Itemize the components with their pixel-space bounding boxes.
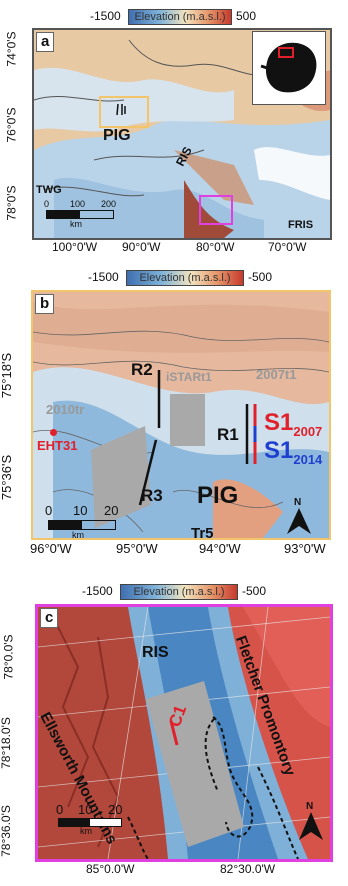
lon-tick-b-96: 96°0'W [30,541,72,556]
lat-tick-c-3: 78°36.0'S [0,805,13,857]
lat-tick-a-76: 76°0'S [4,107,19,143]
scalebar-a-100: 100 [70,199,86,209]
lon-tick-c-82: 82°30.0'W [220,862,276,876]
scalebar-b-0: 0 [45,503,53,518]
ris-label-c: RIS [142,644,169,661]
colorbar-c-max: -500 [242,584,267,598]
scalebar-b [48,520,116,530]
colorbar-a-max: 500 [236,9,257,23]
colorbar-b-max: -500 [248,270,273,284]
panel-c-map [35,604,333,862]
lon-tick-a-90: 90°0'W [122,240,161,254]
colorbar-b-min: -1500 [88,270,119,284]
pig-label-a: PIG [103,127,131,144]
colorbar-c-label: Elevation (m.a.s.l.) [133,586,225,598]
colorbar-a-min: -1500 [90,9,121,23]
lat-tick-c-1: 78°0.0'S [1,634,16,680]
fris-label-a: FRIS [288,219,314,231]
panel-b-map [31,290,331,540]
s1-2007-year: 2007 [293,423,323,439]
tr2007-label: 2007t1 [256,367,297,382]
scalebar-b-10: 10 [73,503,88,518]
lat-tick-b-2: 75°36'S [0,454,15,501]
colorbar-a: Elevation (m.a.s.l.) [128,9,232,25]
istar-label: iSTARt1 [166,370,212,384]
ris-box-a [199,195,233,225]
s1-2014-year: 2014 [293,451,323,467]
scalebar-a-200: 200 [101,199,117,209]
pig-flowlines-a [116,103,126,116]
s1-2014-text: S1 [264,437,294,464]
eht31-label: EHT31 [37,438,78,453]
colorbar-b: Elevation (m.a.s.l.) [126,270,244,286]
pig-box-a [99,96,149,128]
tr5-label: Tr5 [191,525,214,542]
eht31-point [50,429,57,436]
panel-c-terrain [38,607,330,859]
lon-tick-b-94: 94°0'W [199,541,241,556]
lon-tick-a-80: 80°0'W [196,240,235,254]
r2-label: R2 [131,360,153,379]
panel-b-terrain [33,292,329,538]
north-arrow-icon-b [287,508,311,534]
twg-label-a: TWG [36,184,62,196]
north-arrow-icon-c [299,812,323,840]
scalebar-a-unit: km [70,219,82,229]
scalebar-b-unit: km [72,530,84,540]
colorbar-c: Elevation (m.a.s.l.) [120,584,238,600]
scalebar-c-unit: km [80,826,92,836]
lat-tick-c-2: 78°18.0'S [0,717,13,769]
lon-tick-a-100: 100°0'W [52,240,98,254]
scalebar-a [46,210,114,219]
panel-a-letter: a [36,32,55,52]
scalebar-c [58,818,122,827]
lon-tick-b-95: 95°0'W [116,541,158,556]
scalebar-a-0: 0 [44,199,50,209]
scalebar-c-20: 20 [108,802,123,817]
lon-tick-a-70: 70°0'W [268,240,307,254]
north-label-c: N [306,801,314,812]
tr2010-label: 2010tr [46,402,85,417]
lat-tick-a-74: 74°0'S [4,31,19,67]
r1-label: R1 [217,425,239,444]
colorbar-b-label: Elevation (m.a.s.l.) [139,272,231,284]
panel-b-letter: b [35,294,55,314]
colorbar-a-label: Elevation (m.a.s.l.) [134,11,226,23]
s1-2014-label: S12014 [264,437,322,467]
pig-label-b: PIG [197,482,239,509]
lon-tick-c-85: 85°0.0'W [86,862,135,876]
north-label-b: N [294,497,302,508]
lat-tick-a-78: 78°0'S [4,185,19,221]
lat-tick-b-1: 75°18'S [0,352,15,399]
scalebar-c-10: 10 [78,802,93,817]
inset-antarctica [252,31,326,105]
panel-c-letter: c [40,608,59,628]
s1-2007-label: S12007 [264,409,322,439]
lon-tick-b-93: 93°0'W [284,541,326,556]
antarctica-icon [260,42,317,93]
r3-label: R3 [141,486,163,505]
scalebar-c-0: 0 [56,802,64,817]
scalebar-b-20: 20 [104,503,119,518]
colorbar-c-min: -1500 [82,584,113,598]
s1-2007-text: S1 [264,409,294,436]
